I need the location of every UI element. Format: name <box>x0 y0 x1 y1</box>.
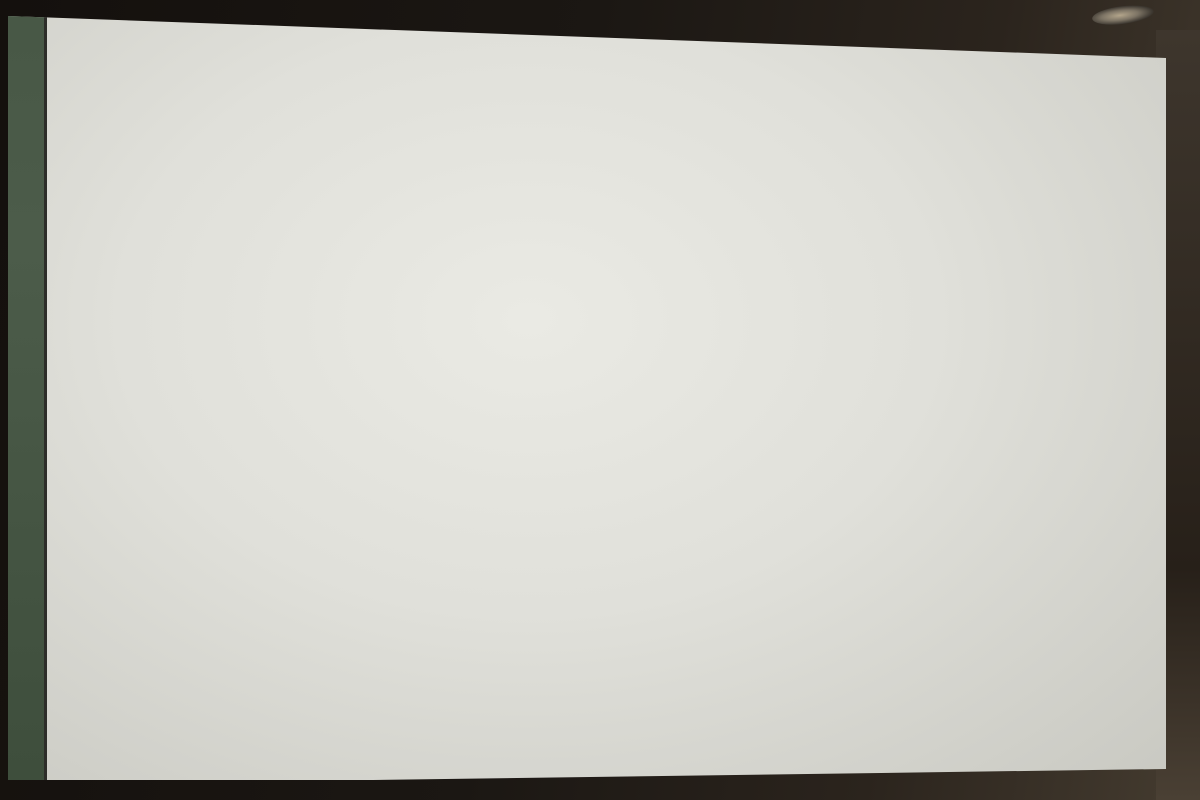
ceiling-light <box>1091 2 1155 28</box>
chart-area <box>96 140 1148 633</box>
title-row <box>88 38 100 44</box>
penetration-chart <box>96 140 1148 633</box>
slide-accent-bar <box>8 16 47 780</box>
presentation-slide <box>8 16 1166 780</box>
